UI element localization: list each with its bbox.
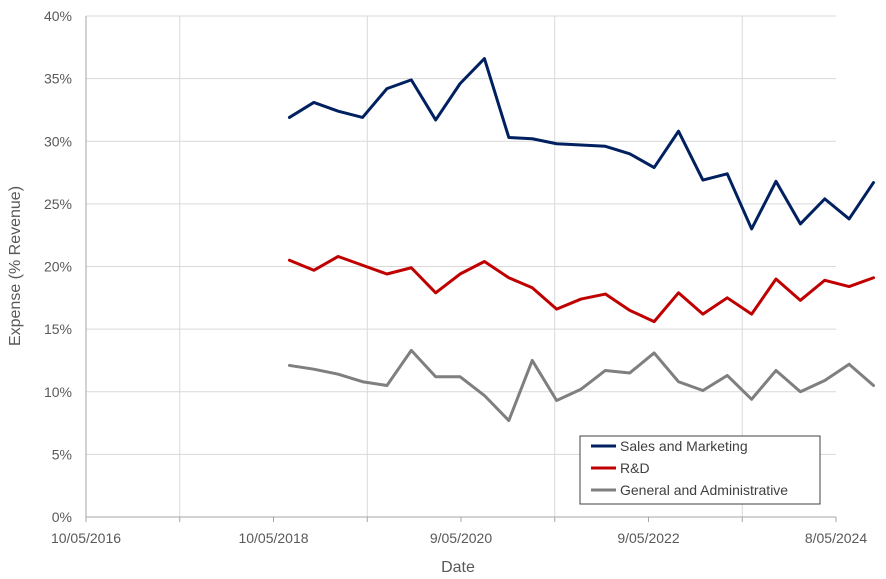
series-line-rd	[287, 254, 875, 324]
series-line-general-and-administrative	[287, 348, 875, 423]
series-line-sales-and-marketing	[287, 57, 875, 231]
x-tick-label: 8/05/2024	[805, 530, 867, 546]
y-tick-label: 0%	[52, 509, 72, 525]
legend-box	[579, 435, 821, 505]
legend-item-general-and-administrative: General and Administrative	[591, 482, 788, 498]
y-tick-label: 35%	[44, 71, 72, 87]
x-tick-label: 9/05/2020	[430, 530, 492, 546]
x-axis-title: Date	[441, 559, 475, 576]
y-tick-label: 25%	[44, 196, 72, 212]
tick-labels: 0% 5% 10% 15% 20% 25% 30% 35% 40% 10/05/2016 10/05…	[44, 8, 867, 546]
y-axis-title: Expense (% Revenue)	[7, 186, 24, 346]
y-tick-label: 40%	[44, 8, 72, 24]
x-tick-label: 9/05/2022	[617, 530, 679, 546]
x-tick-label: 10/05/2018	[238, 530, 308, 546]
legend-item-rd: R&D	[591, 460, 650, 476]
grid	[86, 15, 836, 517]
legend-item-sales-and-marketing: Sales and Marketing	[591, 438, 748, 454]
legend-label-rd: R&D	[620, 460, 650, 476]
y-tick-label: 15%	[44, 321, 72, 337]
y-tick-label: 30%	[44, 133, 72, 149]
y-tick-label: 20%	[44, 259, 72, 275]
legend: Sales and Marketing R&D General and Admi…	[579, 435, 821, 505]
series-group	[287, 57, 875, 423]
x-tick-label: 10/05/2016	[51, 530, 121, 546]
legend-label-sales-and-marketing: Sales and Marketing	[620, 438, 748, 454]
axes	[85, 16, 837, 522]
legend-label-general-and-administrative: General and Administrative	[620, 482, 788, 498]
y-tick-label: 5%	[52, 446, 72, 462]
y-tick-label: 10%	[44, 384, 72, 400]
